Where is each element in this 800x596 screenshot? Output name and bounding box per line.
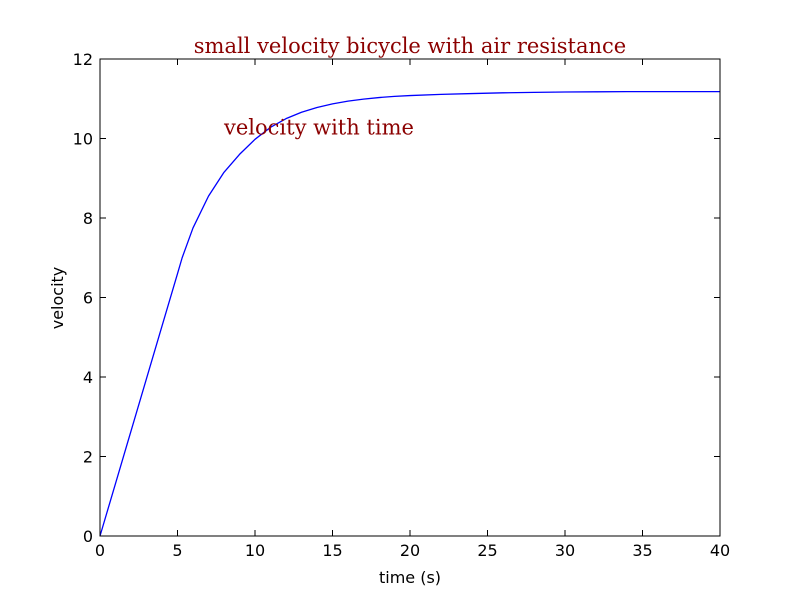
- x-tick-label: 20: [400, 541, 420, 560]
- y-tick-label: 0: [83, 527, 93, 546]
- x-tick-label: 0: [95, 541, 105, 560]
- y-tick-label: 12: [73, 50, 93, 69]
- series-line-0: [99, 90, 720, 537]
- y-tick-label: 10: [73, 130, 93, 149]
- y-axis-label: velocity: [48, 267, 67, 330]
- plot-frame: [99, 58, 721, 537]
- chart-title: small velocity bicycle with air resistan…: [194, 34, 626, 58]
- y-tick-label: 2: [83, 448, 93, 467]
- y-tick-label: 4: [83, 368, 93, 387]
- x-tick-label: 15: [322, 541, 342, 560]
- x-tick-label: 10: [245, 541, 265, 560]
- plot-area: 0 5 10 15 20 25 30 35 40 0 2 4 6 8 10 12 velocity with t…: [73, 50, 731, 560]
- x-axis-label: time (s): [379, 568, 441, 587]
- x-tick-label: 30: [555, 541, 575, 560]
- y-tick-label: 6: [83, 289, 93, 308]
- y-tick-label: 8: [83, 209, 93, 228]
- x-tick-label: 25: [477, 541, 497, 560]
- x-tick-label: 40: [710, 541, 730, 560]
- x-tick-label: 5: [172, 541, 182, 560]
- annotation-text: velocity with time: [223, 116, 414, 140]
- x-tick-label: 35: [632, 541, 652, 560]
